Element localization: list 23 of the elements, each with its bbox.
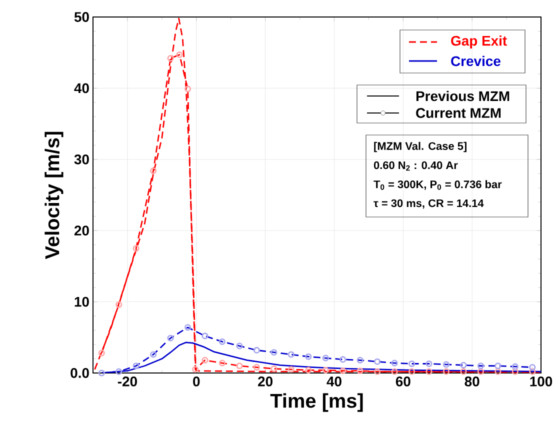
y-tick-label: 40 [74,83,89,94]
x-tick-label: 40 [326,376,342,386]
x-tick-label: -20 [118,376,137,386]
annotation: 0.60 N$_{2}$ : 0.40 Ar [374,161,458,171]
y-tick-label: 30 [74,154,89,164]
x-tick-label: 80 [464,376,480,386]
y-tick-label: 10 [74,296,89,307]
x-tick-label: 100 [530,376,552,386]
y-tick-label: 0.0 [70,368,89,378]
annotation: τ = 30 ms, CR = 14.14 [374,199,484,209]
x-tick-label: 0 [193,376,200,386]
x-tick-label: 60 [396,376,410,386]
x-tick-label: 20 [258,376,272,386]
annotation: T$_{0}$ = 300K, P$_{0}$ = 0.736 bar [374,180,502,190]
y-axis-title: Velocity [m/s] [44,132,64,260]
annotation: Gap Exit [451,35,507,48]
y-tick-label: 20 [74,226,89,236]
y-tick-label: 50 [74,12,89,22]
annotation: Current MZM [416,108,501,118]
annotation: [MZM Val. Case 5] [374,142,466,152]
x-axis-title: Time [ms] [270,393,363,412]
annotation: Crevice [451,56,500,66]
annotation: Previous MZM [416,90,510,102]
